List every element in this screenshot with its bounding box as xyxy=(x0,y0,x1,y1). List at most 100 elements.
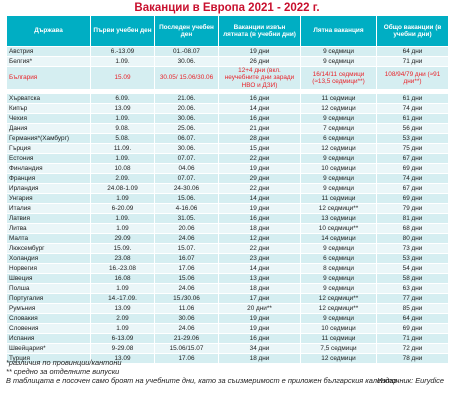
cell-first-day: 1.09. xyxy=(90,56,155,67)
cell-first-day: 13.09 xyxy=(90,303,155,314)
cell-summer-vacation: 11 седмици xyxy=(300,333,377,344)
cell-country: България xyxy=(6,66,91,90)
col-header-country: Държава xyxy=(6,15,91,47)
table-row: Швейцария* 9-29.08 15.06/15.07 34 дни 7,5 се… xyxy=(6,343,449,354)
cell-other-vacations: 22 дни xyxy=(218,243,301,254)
cell-country: Гърция xyxy=(6,143,91,154)
table-row: Литва 1.09 20.06 18 дни 10 седмици** 68 дни xyxy=(6,223,449,234)
cell-first-day: 1.09 xyxy=(90,283,155,294)
vacation-table: Държава Първи учебен ден Последен учебен… xyxy=(6,15,449,364)
table-row: Хърватска 6.09. 21.06. 16 дни 11 седмици 61 д… xyxy=(6,93,449,104)
cell-total: 68 дни xyxy=(376,223,449,234)
cell-other-vacations: 16 дни xyxy=(218,93,301,104)
cell-total: 67 дни xyxy=(376,183,449,194)
cell-other-vacations: 22 дни xyxy=(218,183,301,194)
cell-country: Швеция xyxy=(6,273,91,284)
cell-country: Дания xyxy=(6,123,91,134)
cell-total: 69 дни xyxy=(376,193,449,204)
cell-last-day: 21.06. xyxy=(154,93,219,104)
cell-first-day: 5.08. xyxy=(90,133,155,144)
source-credit: Източник: Eurydice xyxy=(377,375,444,385)
cell-country: Ирландия xyxy=(6,183,91,194)
table-row: Унгария 1.09 15.06. 14 дни 11 седмици 69 дни xyxy=(6,193,449,204)
cell-other-vacations: 23 дни xyxy=(218,253,301,264)
cell-summer-vacation: 9 седмици xyxy=(300,183,377,194)
cell-country: Словения xyxy=(6,323,91,334)
cell-country: Норвегия xyxy=(6,263,91,274)
table-row: Кипър 13.09 20.06. 14 дни 12 седмици 74 дни xyxy=(6,103,449,114)
cell-first-day: 10.08 xyxy=(90,163,155,174)
cell-first-day: 1.09. xyxy=(90,113,155,124)
cell-summer-vacation: 12 седмици xyxy=(300,103,377,114)
table-row: Латвия 1.09. 31.05. 16 дни 13 седмици 81 дни xyxy=(6,213,449,224)
cell-last-day: 24.06 xyxy=(154,233,219,244)
cell-total: 74 дни xyxy=(376,173,449,184)
cell-last-day: 30.06. xyxy=(154,56,219,67)
cell-summer-vacation: 10 седмици xyxy=(300,163,377,174)
cell-first-day: 6-13.09 xyxy=(90,333,155,344)
cell-first-day: 16.08 xyxy=(90,273,155,284)
table-row: Словакия 2.09 30.06 19 дни 9 седмици 64 дни xyxy=(6,313,449,324)
cell-summer-vacation: 7,5 седмици xyxy=(300,343,377,354)
cell-country: Финландия xyxy=(6,163,91,174)
cell-other-vacations: 26 дни xyxy=(218,56,301,67)
cell-total: 71 дни xyxy=(376,333,449,344)
cell-other-vacations: 16 дни xyxy=(218,333,301,344)
cell-summer-vacation: 9 седмици xyxy=(300,243,377,254)
cell-first-day: 2.09 xyxy=(90,313,155,324)
table-row: Белгия* 1.09. 30.06. 26 дни 9 седмици 71 дни xyxy=(6,56,449,67)
cell-summer-vacation: 12 седмици** xyxy=(300,203,377,214)
cell-other-vacations: 19 дни xyxy=(218,46,301,57)
cell-last-day: 15.06. xyxy=(154,193,219,204)
col-header-first-day: Първи учебен ден xyxy=(90,15,155,47)
cell-first-day: 1.09 xyxy=(90,193,155,204)
cell-first-day: 13.09 xyxy=(90,103,155,114)
cell-last-day: 11.06 xyxy=(154,303,219,314)
cell-summer-vacation: 9 седмици xyxy=(300,283,377,294)
cell-summer-vacation: 14 седмици xyxy=(300,233,377,244)
cell-last-day: 30.06. xyxy=(154,113,219,124)
cell-country: Португалия xyxy=(6,293,91,304)
cell-summer-vacation: 8 седмици xyxy=(300,263,377,274)
cell-summer-vacation: 10 седмици** xyxy=(300,223,377,234)
cell-country: Унгария xyxy=(6,193,91,204)
cell-first-day: 15.09 xyxy=(90,66,155,90)
cell-other-vacations: 14 дни xyxy=(218,103,301,114)
cell-last-day: 17.06 xyxy=(154,263,219,274)
cell-first-day: 1.09 xyxy=(90,323,155,334)
cell-total: 69 дни xyxy=(376,163,449,174)
cell-other-vacations: 12 дни xyxy=(218,233,301,244)
cell-last-day: 06.07. xyxy=(154,133,219,144)
cell-summer-vacation: 12 седмици** xyxy=(300,293,377,304)
cell-country: Люксембург xyxy=(6,243,91,254)
cell-total: 53 дни xyxy=(376,253,449,264)
table-row: Италия 6-20.09 4-16.06 19 дни 12 седмици** 79… xyxy=(6,203,449,214)
cell-other-vacations: 19 дни xyxy=(218,203,301,214)
table-row: Полша 1.09 24.06 18 дни 9 седмици 63 дни xyxy=(6,283,449,294)
cell-country: Италия xyxy=(6,203,91,214)
cell-first-day: 15.09. xyxy=(90,243,155,254)
cell-last-day: 01.-08.07 xyxy=(154,46,219,57)
table-row: Румъния 13.09 11.06 20 дни** 12 седмици** 85 … xyxy=(6,303,449,314)
cell-last-day: 15.06/15.07 xyxy=(154,343,219,354)
cell-total: 81 дни xyxy=(376,213,449,224)
cell-first-day: 29.09 xyxy=(90,233,155,244)
table-row-bulgaria: България 15.09 30.05/ 15.06/30.06 12+4 дни … xyxy=(6,66,449,90)
cell-other-vacations: 16 дни xyxy=(218,113,301,124)
cell-country: Швейцария* xyxy=(6,343,91,354)
cell-last-day: 20.06 xyxy=(154,223,219,234)
cell-last-day: 15./30.06 xyxy=(154,293,219,304)
cell-last-day: 21-29.06 xyxy=(154,333,219,344)
table-row: Испания 6-13.09 21-29.06 16 дни 11 седмици 71… xyxy=(6,333,449,344)
cell-total: 85 дни xyxy=(376,303,449,314)
cell-summer-vacation: 7 седмици xyxy=(300,123,377,134)
cell-summer-vacation: 12 седмици** xyxy=(300,303,377,314)
cell-summer-vacation: 16/14/11 седмици (≈13,5 седмици**) xyxy=(300,66,377,90)
cell-total: 108/94/79 дни (≈91 дни**) xyxy=(376,66,449,90)
cell-total: 72 дни xyxy=(376,343,449,354)
col-header-last-day: Последен учебен ден xyxy=(154,15,219,47)
cell-total: 74 дни xyxy=(376,103,449,114)
table-row: Норвегия 16.-23.08 17.06 14 дни 8 седмици 54 … xyxy=(6,263,449,274)
table-row: Португалия 14.-17.09. 15./30.06 17 дни 12 се… xyxy=(6,293,449,304)
cell-country: Австрия xyxy=(6,46,91,57)
